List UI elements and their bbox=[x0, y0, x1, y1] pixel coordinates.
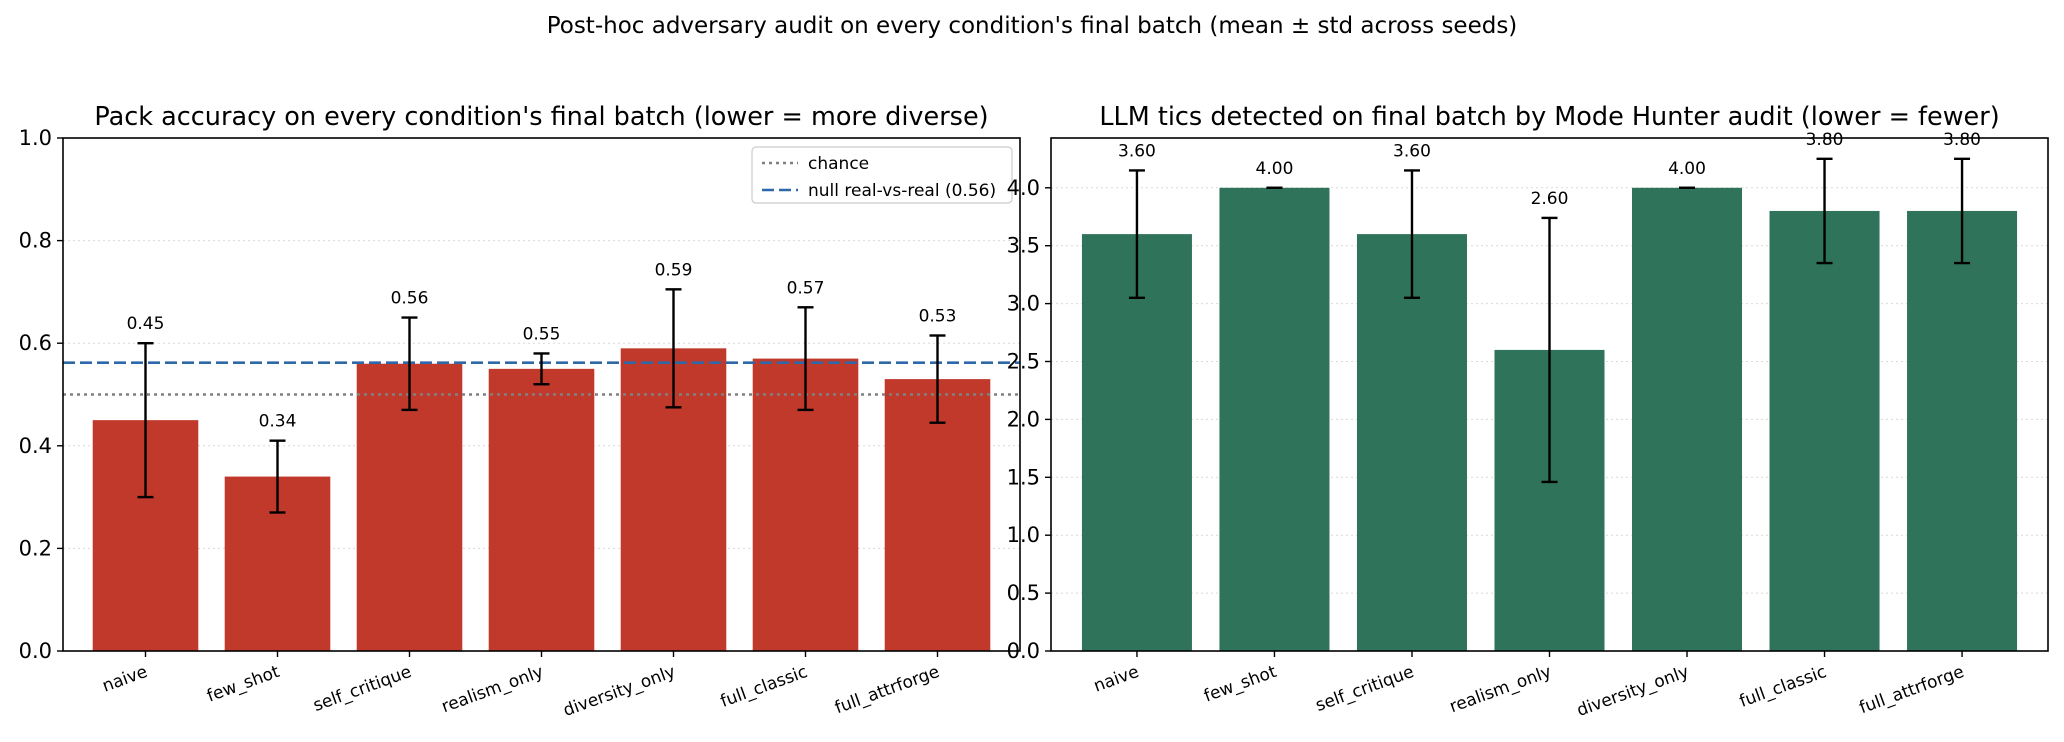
bar-self_critique bbox=[356, 363, 463, 651]
x-tick-label: naive bbox=[100, 662, 150, 697]
y-tick-label: 3.5 bbox=[1007, 234, 1040, 258]
x-tick-label: full_attrforge bbox=[832, 662, 942, 718]
y-tick-label: 1.5 bbox=[1007, 465, 1040, 489]
panel-pack-accuracy: Pack accuracy on every condition's final… bbox=[19, 102, 1021, 721]
x-tick-label: self_critique bbox=[311, 662, 415, 716]
x-tick-label: full_classic bbox=[1737, 662, 1829, 712]
y-tick-label: 0.8 bbox=[19, 229, 52, 253]
x-tick-label: diversity_only bbox=[561, 662, 679, 721]
legend-label: null real-vs-real (0.56) bbox=[808, 181, 996, 201]
y-tick-label: 0.4 bbox=[19, 434, 52, 458]
x-tick-label: diversity_only bbox=[1574, 662, 1692, 721]
x-tick-label: naive bbox=[1091, 662, 1141, 697]
y-tick-label: 0.0 bbox=[19, 639, 52, 663]
data-label: 0.45 bbox=[127, 314, 165, 334]
bar-naive bbox=[1081, 234, 1192, 652]
data-label: 0.56 bbox=[391, 289, 429, 309]
data-label: 4.00 bbox=[1256, 159, 1294, 179]
data-label: 3.80 bbox=[1943, 130, 1981, 150]
panel-llm-tics: LLM tics detected on final batch by Mode… bbox=[1007, 102, 2049, 721]
data-label: 3.60 bbox=[1118, 141, 1156, 161]
data-label: 3.80 bbox=[1806, 130, 1844, 150]
bar-full_attrforge bbox=[884, 379, 991, 651]
y-tick-label: 1.0 bbox=[1007, 523, 1040, 547]
legend-label: chance bbox=[808, 154, 869, 174]
y-tick-label: 0.5 bbox=[1007, 581, 1040, 605]
x-tick-label: self_critique bbox=[1313, 662, 1417, 716]
y-tick-label: 0.0 bbox=[1007, 639, 1040, 663]
bar-self_critique bbox=[1356, 234, 1467, 652]
data-label: 2.60 bbox=[1531, 189, 1569, 209]
x-tick-label: realism_only bbox=[439, 662, 546, 717]
data-label: 0.57 bbox=[787, 278, 825, 298]
legend-box bbox=[751, 146, 1013, 204]
figure-suptitle: Post-hoc adversary audit on every condit… bbox=[547, 13, 1518, 39]
y-tick-label: 2.5 bbox=[1007, 349, 1040, 373]
y-tick-label: 4.0 bbox=[1007, 176, 1040, 200]
y-tick-label: 0.2 bbox=[19, 536, 52, 560]
data-label: 0.59 bbox=[655, 260, 693, 280]
panel-title: Pack accuracy on every condition's final… bbox=[94, 102, 988, 132]
data-label: 0.53 bbox=[919, 307, 957, 327]
bar-full_attrforge bbox=[1907, 210, 2018, 652]
bar-full_classic bbox=[1769, 210, 1880, 652]
x-tick-label: realism_only bbox=[1447, 662, 1554, 717]
y-tick-label: 1.0 bbox=[19, 126, 52, 150]
data-label: 3.60 bbox=[1393, 141, 1431, 161]
y-tick-label: 3.0 bbox=[1007, 292, 1040, 316]
bar-few_shot bbox=[1219, 187, 1330, 651]
data-label: 0.34 bbox=[259, 412, 297, 432]
x-tick-label: full_attrforge bbox=[1857, 662, 1967, 718]
bar-diversity_only bbox=[1632, 187, 1743, 651]
x-tick-label: few_shot bbox=[1201, 662, 1279, 707]
panel-title: LLM tics detected on final batch by Mode… bbox=[1099, 102, 1999, 132]
bar-realism_only bbox=[488, 368, 595, 651]
data-label: 0.55 bbox=[523, 324, 561, 344]
y-tick-label: 0.6 bbox=[19, 331, 52, 355]
data-label: 4.00 bbox=[1668, 159, 1706, 179]
x-tick-label: full_classic bbox=[718, 662, 810, 712]
x-tick-label: few_shot bbox=[204, 662, 282, 707]
y-tick-label: 2.0 bbox=[1007, 407, 1040, 431]
